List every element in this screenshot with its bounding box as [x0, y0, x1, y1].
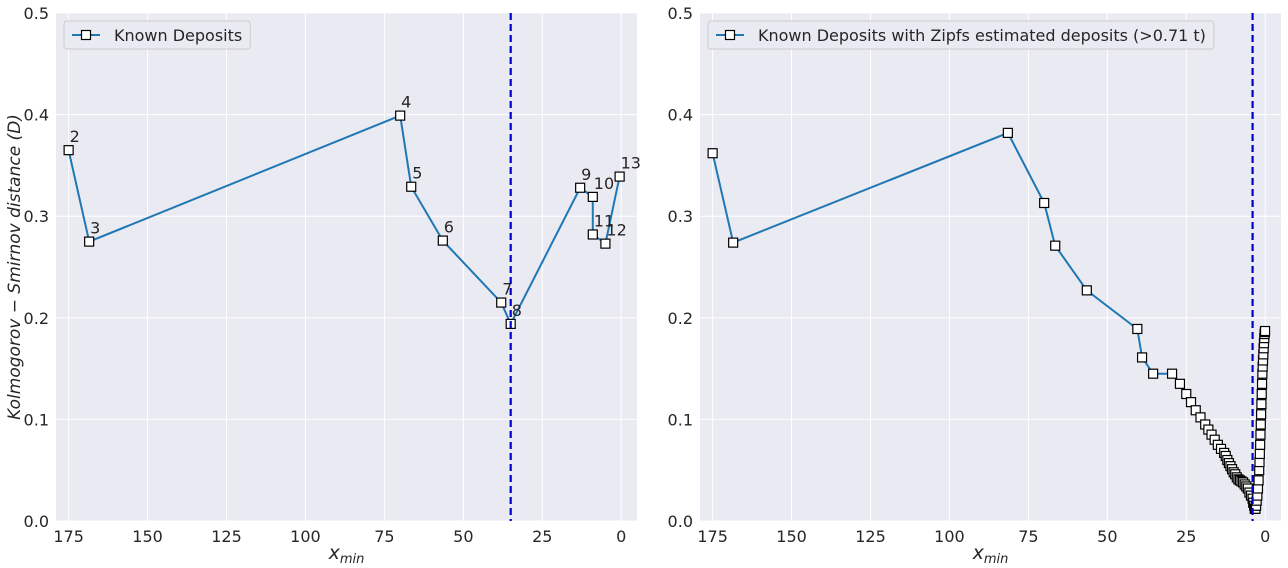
- y-tick-label: 0.4: [668, 106, 693, 125]
- data-point-marker: [1039, 197, 1050, 209]
- x-tick-label: 75: [374, 527, 394, 546]
- data-point-marker: [707, 148, 718, 159]
- data-point-label: 6: [444, 218, 454, 237]
- plot-area: [56, 13, 637, 521]
- x-tick-label: 100: [290, 527, 321, 546]
- legend-box: [63, 20, 251, 50]
- x-axis-label: xmin: [328, 542, 365, 567]
- x-tick-label: 50: [453, 527, 473, 546]
- data-point-label: 9: [581, 165, 591, 184]
- data-point-marker: [1166, 368, 1178, 379]
- y-tick-label: 0.0: [24, 512, 49, 531]
- y-tick-label: 0.2: [24, 309, 49, 328]
- legend: Known Deposits: [63, 20, 251, 50]
- data-point-marker: [614, 171, 625, 182]
- y-tick-label: 0.1: [668, 410, 693, 429]
- y-axis-label: Kolmogorov − Smirnov distance (D): [5, 114, 25, 420]
- x-tick-label: 175: [53, 527, 84, 546]
- data-point-marker: [600, 238, 611, 249]
- y-tick-label: 0.3: [24, 207, 49, 226]
- data-point-marker: [575, 182, 586, 193]
- x-tick-label: 50: [1097, 527, 1117, 546]
- x-tick-label: 125: [211, 527, 242, 546]
- x-tick-label: 150: [132, 527, 163, 546]
- x-tick-label: 25: [1176, 527, 1196, 546]
- data-point-marker: [437, 235, 448, 246]
- data-point-marker: [1256, 378, 1268, 389]
- x-tick-label: 25: [532, 527, 552, 546]
- data-point-marker: [1132, 323, 1143, 335]
- data-point-label: 2: [70, 127, 80, 146]
- data-point-marker: [1255, 429, 1266, 440]
- x-tick-label: 125: [855, 527, 886, 546]
- data-point-marker: [406, 181, 417, 192]
- data-point-label: 10: [594, 174, 614, 193]
- x-tick-label: 0: [616, 527, 626, 546]
- data-point-marker: [1081, 285, 1092, 296]
- data-point-marker: [728, 237, 739, 248]
- data-point-label: 13: [621, 154, 641, 173]
- legend-box: [707, 20, 1215, 50]
- x-tick-label: 175: [697, 527, 728, 546]
- legend-marker-swatch: [80, 29, 92, 41]
- data-point-marker: [395, 110, 406, 121]
- y-tick-label: 0.5: [24, 4, 49, 23]
- y-tick-label: 0.0: [668, 512, 693, 531]
- data-point-marker: [1002, 127, 1013, 138]
- y-tick-label: 0.4: [24, 106, 49, 125]
- y-tick-label: 0.3: [668, 207, 693, 226]
- x-tick-label: 75: [1018, 527, 1038, 546]
- data-point-marker: [1174, 378, 1186, 389]
- data-point-marker: [63, 145, 74, 156]
- x-axis-label: xmin: [972, 542, 1009, 567]
- data-point-marker: [1050, 240, 1061, 251]
- data-point-label: 8: [512, 301, 522, 320]
- data-point-label: 3: [90, 219, 100, 238]
- data-point-marker: [1256, 388, 1267, 400]
- data-point-label: 5: [412, 164, 422, 183]
- data-point-marker: [1256, 409, 1267, 420]
- data-point-marker: [587, 229, 598, 240]
- y-tick-label: 0.1: [24, 410, 49, 429]
- plot-area: [700, 13, 1281, 521]
- legend-marker-swatch: [724, 29, 736, 41]
- data-point-label: 12: [606, 221, 626, 240]
- data-point-label: 11: [594, 211, 614, 230]
- data-point-marker: [84, 236, 95, 247]
- data-point-marker: [1254, 448, 1265, 460]
- data-point-marker: [1148, 368, 1159, 379]
- right-chart-panel: 0.0 0.1 0.2 0.3 0.4 0.5 175 150 125 100 75 50 25 0 xmi…: [668, 4, 1281, 567]
- y-tick-label: 0.2: [668, 309, 693, 328]
- x-tick-label: 150: [776, 527, 807, 546]
- data-point-label: 4: [401, 93, 411, 112]
- data-point-label: 7: [502, 280, 512, 299]
- data-point-marker: [587, 191, 598, 202]
- legend: Known Deposits with Zipfs estimated depo…: [707, 20, 1215, 50]
- legend-label: Known Deposits with Zipfs estimated depo…: [758, 26, 1206, 45]
- x-tick-label: 0: [1260, 527, 1270, 546]
- data-point-marker: [1255, 419, 1266, 430]
- legend-label: Known Deposits: [114, 26, 242, 45]
- data-point-marker: [1253, 475, 1264, 486]
- x-tick-label: 100: [934, 527, 965, 546]
- data-point-marker: [1256, 399, 1267, 410]
- y-tick-label: 0.5: [668, 4, 693, 23]
- data-point-marker: [1136, 352, 1148, 363]
- data-point-marker: [1259, 325, 1271, 337]
- data-point-marker: [496, 297, 507, 308]
- data-point-marker: [1255, 439, 1266, 450]
